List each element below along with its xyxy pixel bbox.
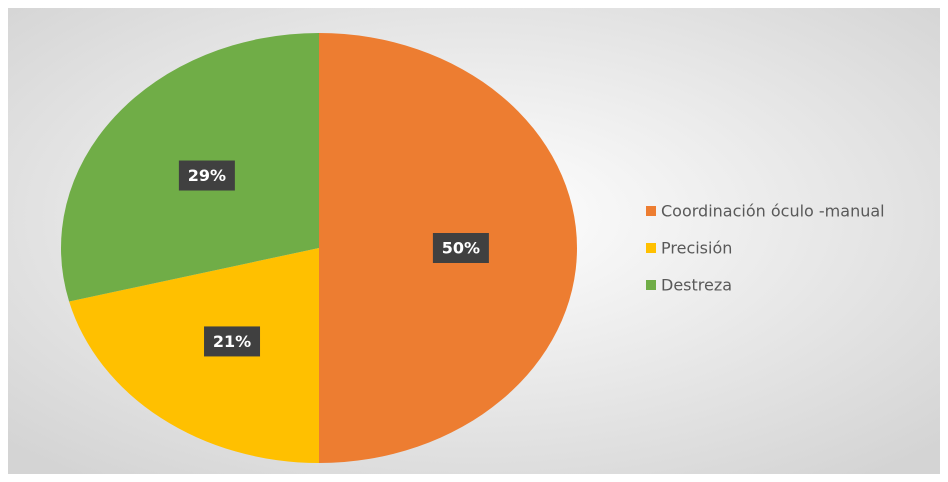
legend-label: Destreza xyxy=(661,276,732,295)
legend-label: Coordinación óculo -manual xyxy=(661,202,885,221)
data-label: 21% xyxy=(213,332,251,351)
legend-swatch xyxy=(646,280,656,290)
data-label: 29% xyxy=(188,166,226,185)
pie-slice xyxy=(69,248,319,463)
legend-swatch xyxy=(646,206,656,216)
legend-label: Precisión xyxy=(661,239,732,258)
legend-swatch xyxy=(646,243,656,253)
data-label-box xyxy=(432,233,489,263)
data-label-box xyxy=(204,326,261,357)
data-label: 50% xyxy=(442,239,480,258)
data-label-box xyxy=(178,160,235,191)
